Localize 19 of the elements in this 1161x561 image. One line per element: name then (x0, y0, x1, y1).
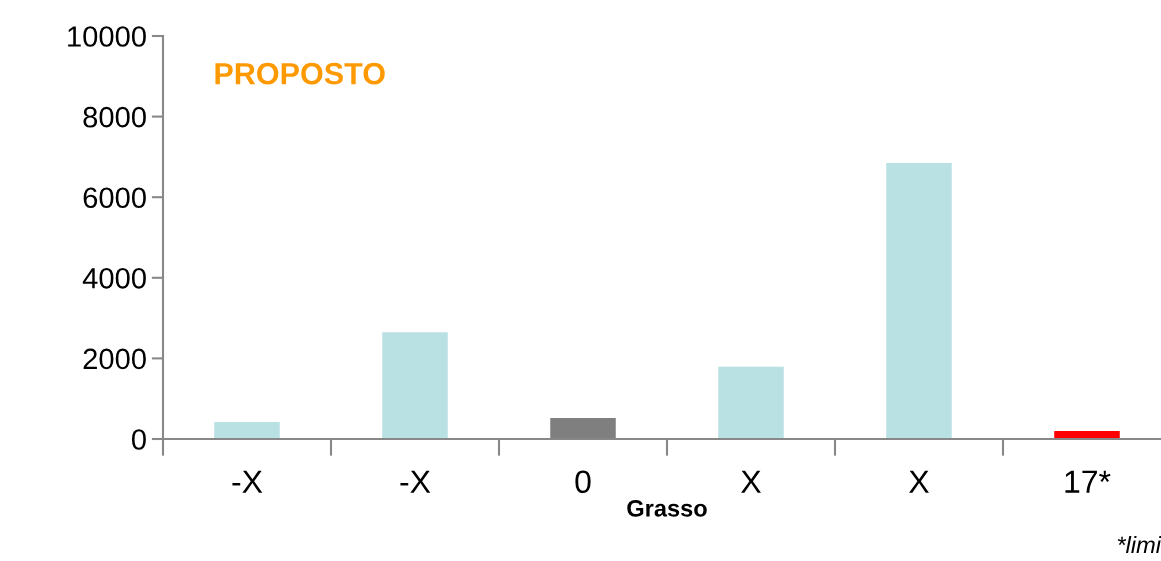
x-axis-title: Grasso (627, 499, 707, 517)
y-tick-label: 10000 (68, 26, 146, 47)
y-tick-label: 6000 (83, 187, 146, 209)
bar (718, 366, 784, 439)
y-tick-label: 2000 (83, 348, 146, 370)
bar (214, 422, 280, 439)
y-tick-label: 0 (131, 429, 146, 450)
x-tick-label: X (741, 470, 761, 493)
x-tick-label: -X (232, 470, 263, 493)
bar (382, 332, 448, 439)
x-tick-label: -X (400, 470, 431, 493)
text: *limi (1117, 535, 1161, 554)
y-tick-label: 8000 (83, 106, 146, 128)
x-tick-label: 17* (1065, 470, 1111, 493)
y-tick-label: 4000 (82, 268, 146, 289)
text: PROPOSTO (215, 62, 385, 85)
bar (886, 162, 952, 439)
x-tick-label: 0 (575, 470, 591, 494)
x-tick-label: X (909, 470, 929, 493)
